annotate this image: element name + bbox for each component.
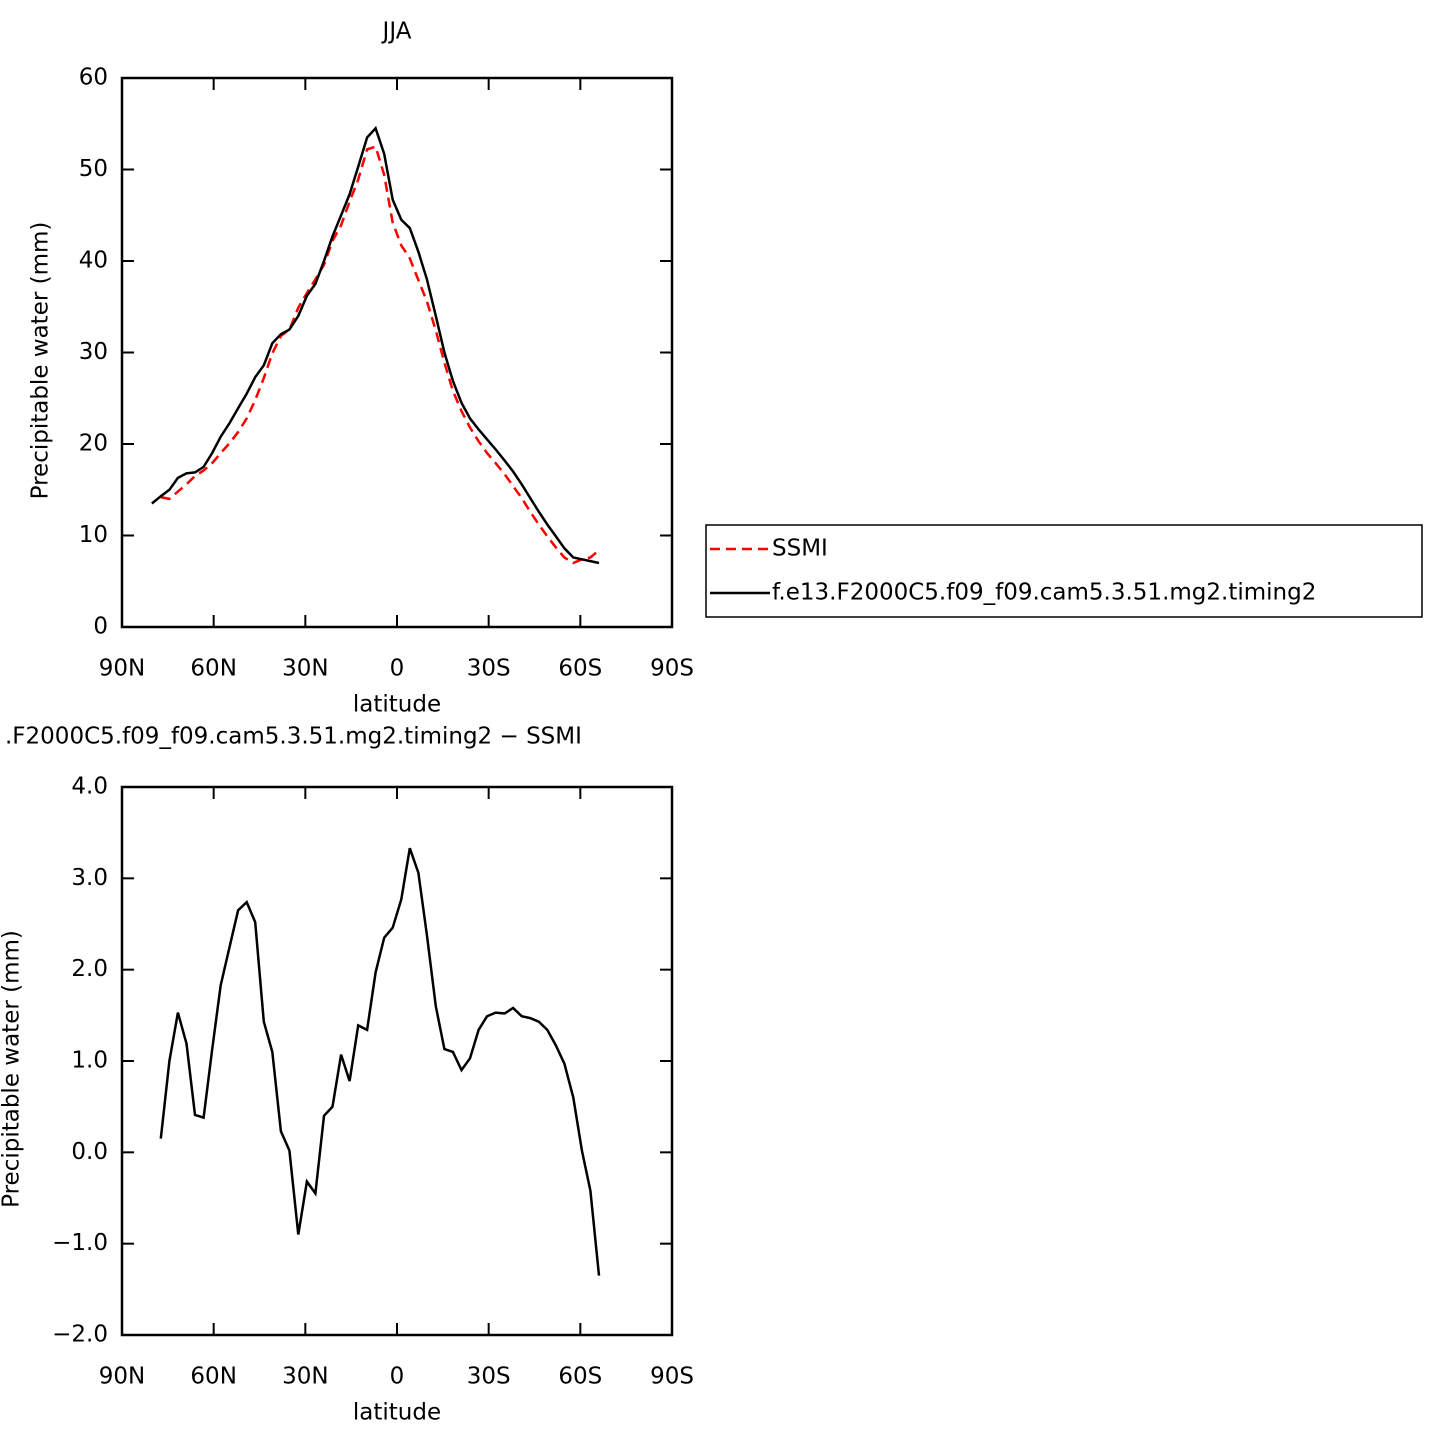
data-line <box>151 125 600 565</box>
y-tick-label: −2.0 <box>52 1322 108 1348</box>
chart-title: JJA <box>381 19 412 45</box>
x-tick-label: 30N <box>282 1364 328 1390</box>
legend-label: SSMI <box>772 536 828 562</box>
y-axis-label: Precipitable water (mm) <box>0 930 25 1208</box>
legend-box <box>705 524 1423 618</box>
x-tick-label: 60N <box>190 1364 236 1390</box>
x-tick-label: 90S <box>650 1364 694 1390</box>
plot-frame <box>120 785 674 1337</box>
legend-label: f.e13.F2000C5.f09_f09.cam5.3.51.mg2.timi… <box>772 580 1316 606</box>
x-axis-label: latitude <box>353 692 441 718</box>
x-tick-label: 30S <box>467 1364 511 1390</box>
y-tick-label: 4.0 <box>71 774 108 800</box>
y-tick-label: 30 <box>79 339 108 365</box>
y-tick-label: 0 <box>93 614 108 640</box>
x-tick-label: 30N <box>282 656 328 682</box>
y-tick-label: 10 <box>79 522 108 548</box>
data-line <box>160 145 600 565</box>
y-tick-label: 40 <box>79 248 108 274</box>
data-line <box>159 847 601 1276</box>
x-tick-label: 60S <box>558 1364 602 1390</box>
y-tick-label: 60 <box>79 65 108 91</box>
x-tick-label: 0 <box>390 1364 405 1390</box>
x-tick-label: 90N <box>99 656 145 682</box>
x-tick-label: 90S <box>650 656 694 682</box>
x-tick-label: 30S <box>467 656 511 682</box>
x-tick-label: 60S <box>558 656 602 682</box>
y-tick-label: −1.0 <box>52 1230 108 1256</box>
y-tick-label: 20 <box>79 431 108 457</box>
plot-frame <box>120 76 674 629</box>
x-tick-label: 90N <box>99 1364 145 1390</box>
chart-title: .F2000C5.f09_f09.cam5.3.51.mg2.timing2 −… <box>5 724 582 750</box>
x-tick-label: 0 <box>390 656 405 682</box>
x-tick-label: 60N <box>190 656 236 682</box>
y-tick-label: 3.0 <box>71 865 108 891</box>
y-axis-label: Precipitable water (mm) <box>28 222 54 500</box>
x-axis-label: latitude <box>353 1400 441 1426</box>
y-tick-label: 50 <box>79 156 108 182</box>
y-tick-label: 0.0 <box>71 1139 108 1165</box>
y-tick-label: 1.0 <box>71 1048 108 1074</box>
y-tick-label: 2.0 <box>71 956 108 982</box>
